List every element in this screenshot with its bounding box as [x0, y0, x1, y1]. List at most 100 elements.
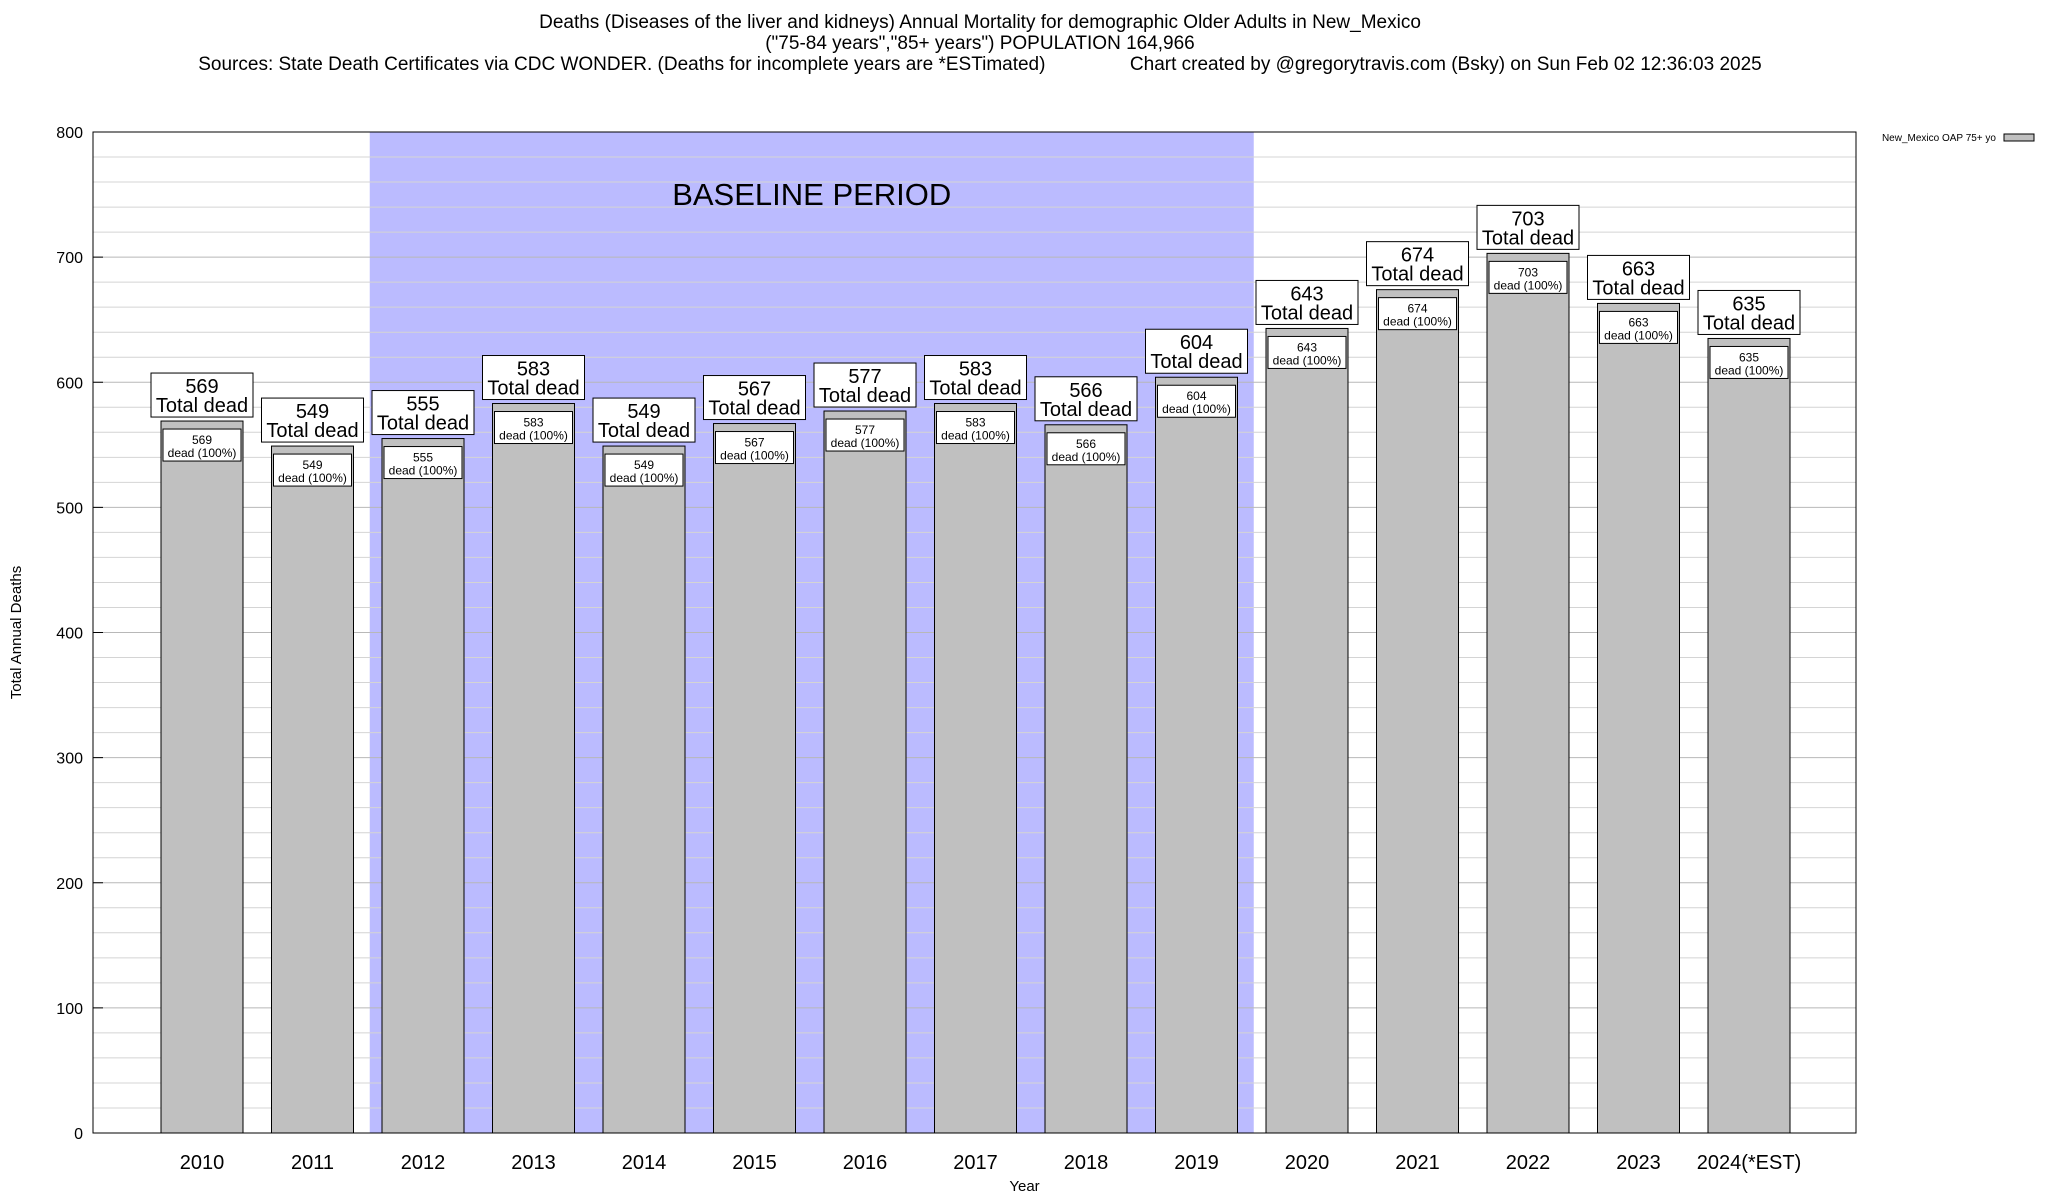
- x-tick-label: 2023: [1616, 1152, 1661, 1174]
- inner-percent-label: dead (100%): [1052, 450, 1121, 464]
- inner-percent-label: dead (100%): [389, 464, 458, 478]
- x-tick-label: 2024(*EST): [1697, 1152, 1802, 1174]
- outer-total-label: Total dead: [1703, 312, 1795, 334]
- x-tick-label: 2021: [1395, 1152, 1440, 1174]
- x-tick-label: 2017: [953, 1152, 998, 1174]
- outer-value-label: 635: [1732, 293, 1765, 315]
- outer-label-box: [371, 390, 475, 436]
- outer-value-label: 549: [627, 401, 660, 423]
- outer-value-label: 663: [1622, 258, 1655, 280]
- inner-percent-label: dead (100%): [1715, 363, 1784, 377]
- outer-value-label: 567: [738, 379, 771, 401]
- inner-label-box: [1267, 335, 1347, 369]
- outer-total-label: Total dead: [1371, 264, 1463, 286]
- outer-label-box: [482, 355, 585, 401]
- bar: [492, 403, 575, 1134]
- outer-label-box: [1255, 279, 1359, 325]
- inner-label-box: [1709, 345, 1789, 379]
- inner-percent-label: dead (100%): [1273, 353, 1342, 367]
- outer-total-label: Total dead: [598, 420, 690, 442]
- bar: [381, 438, 465, 1134]
- x-tick-label: 2012: [401, 1152, 446, 1174]
- inner-percent-label: dead (100%): [610, 471, 679, 485]
- chart-title-block: Deaths (Diseases of the liver and kidney…: [0, 12, 1960, 75]
- inner-percent-label: dead (100%): [168, 446, 237, 460]
- inner-label-box: [1157, 384, 1236, 418]
- x-tick-label: 2013: [511, 1152, 556, 1174]
- outer-total-label: Total dead: [1150, 351, 1242, 373]
- outer-value-label: 569: [185, 376, 218, 398]
- inner-value-label: 549: [634, 458, 654, 472]
- inner-value-label: 604: [1186, 389, 1206, 403]
- outer-value-label: 566: [1069, 380, 1102, 402]
- inner-value-label: 583: [523, 416, 543, 430]
- inner-label-box: [604, 453, 684, 487]
- plot-frame: [92, 131, 1857, 1134]
- outer-label-box: [1587, 254, 1690, 300]
- x-tick-label: 2016: [843, 1152, 888, 1174]
- bar: [1376, 289, 1459, 1134]
- outer-label-box: [924, 355, 1027, 401]
- outer-total-label: Total dead: [1261, 302, 1353, 324]
- outer-label-box: [813, 362, 917, 408]
- inner-value-label: 569: [192, 433, 212, 447]
- y-tick-label: 300: [56, 751, 83, 768]
- outer-label-box: [703, 375, 806, 421]
- inner-percent-label: dead (100%): [278, 471, 347, 485]
- y-tick-label: 0: [74, 1126, 83, 1143]
- inner-label-box: [825, 418, 905, 452]
- outer-value-label: 583: [517, 359, 550, 381]
- outer-value-label: 703: [1511, 208, 1544, 230]
- x-tick-label: 2018: [1064, 1152, 1109, 1174]
- outer-total-label: Total dead: [819, 385, 911, 407]
- bar: [1155, 376, 1238, 1134]
- inner-percent-label: dead (100%): [1494, 278, 1563, 292]
- x-tick-label: 2011: [291, 1152, 334, 1174]
- outer-label-box: [1034, 376, 1138, 422]
- outer-total-label: Total dead: [266, 420, 358, 442]
- inner-value-label: 577: [855, 423, 875, 437]
- inner-value-label: 566: [1076, 437, 1096, 451]
- outer-value-label: 674: [1401, 245, 1434, 267]
- outer-value-label: 577: [848, 366, 881, 388]
- outer-total-label: Total dead: [156, 395, 248, 417]
- y-tick-label: 500: [56, 500, 83, 517]
- legend-swatch: [2003, 133, 2035, 142]
- inner-value-label: 555: [413, 451, 433, 465]
- bar: [1486, 252, 1570, 1134]
- outer-total-label: Total dead: [1040, 399, 1132, 421]
- outer-value-label: 549: [296, 401, 329, 423]
- inner-value-label: 583: [965, 416, 985, 430]
- inner-value-label: 567: [744, 436, 764, 450]
- chart-subtitle: ("75-84 years","85+ years") POPULATION 1…: [765, 33, 1195, 54]
- bar: [1597, 302, 1680, 1134]
- outer-total-label: Total dead: [487, 378, 579, 400]
- outer-value-label: 643: [1290, 283, 1323, 305]
- x-axis-label: Year: [1009, 1178, 1039, 1195]
- inner-value-label: 703: [1518, 265, 1538, 279]
- outer-value-label: 555: [406, 394, 439, 416]
- inner-label-box: [936, 411, 1015, 445]
- inner-percent-label: dead (100%): [720, 449, 789, 463]
- chart-source-line: Sources: State Death Certificates via CD…: [198, 54, 1762, 75]
- inner-percent-label: dead (100%): [941, 429, 1010, 443]
- outer-value-label: 604: [1180, 332, 1213, 354]
- inner-value-label: 549: [302, 458, 322, 472]
- inner-label-box: [494, 411, 573, 445]
- inner-label-box: [715, 431, 794, 465]
- x-tick-label: 2020: [1285, 1152, 1330, 1174]
- inner-percent-label: dead (100%): [1604, 328, 1673, 342]
- bar: [934, 403, 1017, 1134]
- x-tick-label: 2014: [622, 1152, 667, 1174]
- bar: [1707, 337, 1791, 1134]
- inner-percent-label: dead (100%): [499, 429, 568, 443]
- y-tick-label: 800: [56, 125, 83, 142]
- inner-value-label: 635: [1739, 350, 1759, 364]
- bar: [713, 423, 796, 1134]
- y-tick-label: 700: [56, 250, 83, 267]
- baseline-period-label: BASELINE PERIOD: [672, 177, 951, 212]
- inner-value-label: 643: [1297, 340, 1317, 354]
- outer-label-box: [150, 372, 254, 418]
- bar: [1265, 327, 1349, 1134]
- inner-label-box: [162, 428, 242, 462]
